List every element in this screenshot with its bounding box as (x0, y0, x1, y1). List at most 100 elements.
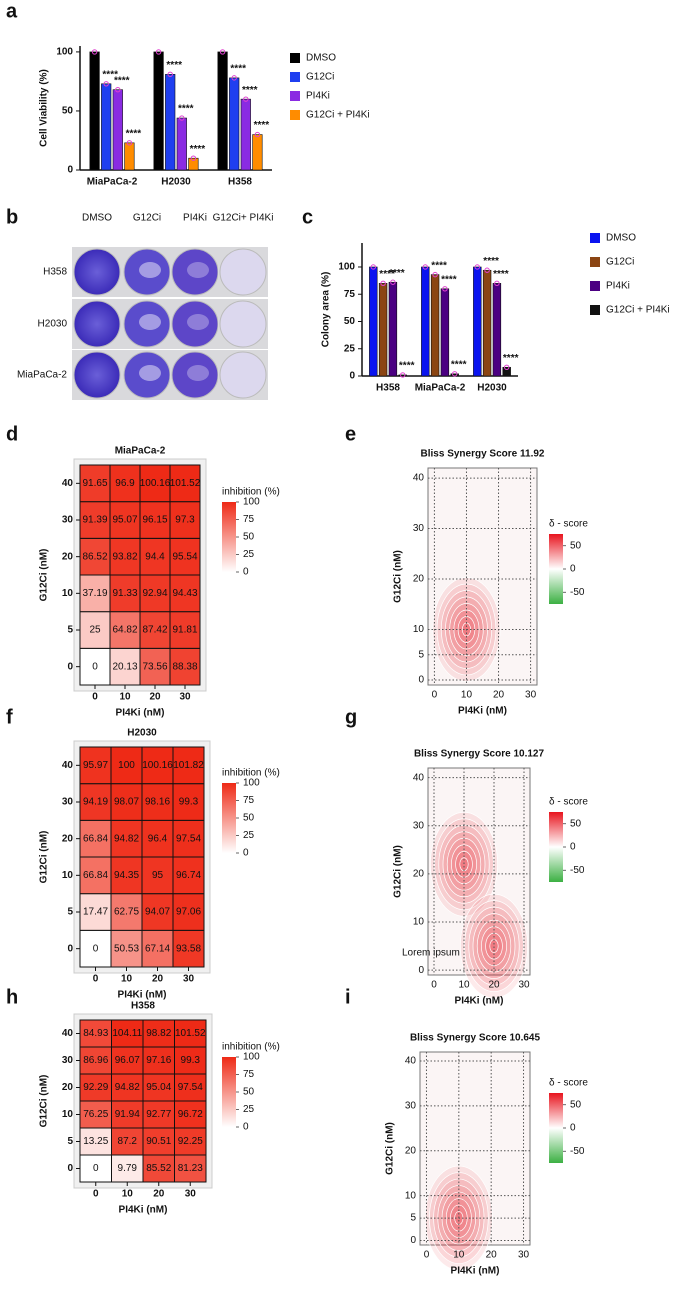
y-tick-label: 30 (413, 820, 425, 831)
x-axis-label: PI4Ki (nM) (451, 1266, 500, 1277)
cell-label: 66.84 (83, 870, 108, 881)
x-tick-label: 20 (486, 1250, 498, 1261)
legend-swatch (590, 281, 600, 291)
y-tick-label: 0 (410, 1235, 416, 1246)
colorbar-tick-label: 0 (570, 842, 576, 853)
heat-cell (109, 464, 141, 503)
heat-cell (174, 1073, 207, 1102)
y-tick-label: 50 (62, 106, 74, 117)
cell-label: 94.4 (145, 551, 165, 562)
legend-swatch (290, 53, 300, 63)
colorbar (222, 502, 236, 572)
well (219, 248, 267, 296)
data-point (91, 49, 98, 55)
y-axis-label: G12Ci (nM) (393, 550, 404, 603)
cell-label: 100.16 (140, 478, 171, 489)
heat-cell (79, 1073, 112, 1102)
y-tick-label: 30 (413, 523, 425, 534)
cell-label: 104.11 (112, 1028, 142, 1039)
heat-cell (79, 611, 111, 649)
cell-label: 96.15 (142, 515, 167, 526)
cell-label: 96.07 (115, 1055, 140, 1066)
x-tick-label: 20 (493, 690, 505, 701)
bar (388, 281, 398, 377)
heat-cell (169, 574, 201, 613)
cell-label: 96.74 (176, 870, 201, 881)
panel-letter: d (6, 423, 18, 445)
colorbar-tick-label: 50 (243, 532, 255, 543)
x-tick-label: H358 (376, 383, 400, 394)
cell-label: 94.82 (115, 1082, 140, 1093)
x-tick-label: 0 (93, 974, 99, 985)
bar (229, 77, 240, 171)
heat-cell (79, 1127, 112, 1156)
cell-label: 86.96 (83, 1055, 108, 1066)
cell-label: 94.07 (145, 907, 170, 918)
x-axis-label: PI4Ki (nM) (119, 1205, 168, 1216)
well-clearing (139, 314, 161, 330)
colorbar-tick-label: 100 (243, 1052, 260, 1063)
legend-swatch (590, 305, 600, 315)
cell-label: 73.56 (142, 661, 167, 672)
data-point (115, 86, 121, 93)
legend-title: δ - score (549, 519, 588, 530)
well-clearing (187, 262, 209, 278)
heat-cell (174, 1127, 207, 1156)
data-point (484, 267, 490, 273)
heat-cell (142, 1154, 175, 1183)
colorbar-tick-label: 75 (243, 795, 255, 806)
colorbar-tick-label: 100 (243, 497, 260, 508)
x-tick-label: 10 (122, 1189, 134, 1200)
cell-label: 97.54 (178, 1082, 203, 1093)
heat-cell (139, 574, 171, 613)
x-tick-label: 0 (93, 1189, 99, 1200)
colorbar-tick-label: 0 (243, 1122, 249, 1133)
significance-label: **** (102, 69, 118, 80)
panel-letter: g (345, 706, 357, 728)
heat-cell (142, 1019, 175, 1048)
cell-label: 99.3 (179, 797, 199, 808)
cell-label: 0 (92, 661, 98, 672)
cell-label: 92.29 (83, 1082, 108, 1093)
cell-label: 9.79 (118, 1163, 138, 1174)
y-tick-label: 10 (62, 1109, 74, 1120)
y-tick-label: 0 (67, 943, 73, 954)
x-tick-label: H2030 (477, 383, 507, 394)
colorbar-tick-label: 0 (570, 564, 576, 575)
heat-cell (79, 783, 112, 821)
heat-cell (111, 1154, 144, 1183)
x-tick-label: 20 (153, 1189, 165, 1200)
synergy-contour (468, 906, 520, 986)
bar (124, 142, 135, 171)
y-tick-label: 25 (344, 343, 356, 354)
colorbar-tick-label: 100 (243, 778, 260, 789)
bar (473, 266, 482, 377)
significance-label: **** (399, 361, 415, 372)
bar (240, 98, 251, 171)
x-tick-label: MiaPaCa-2 (415, 383, 466, 394)
colorbar-tick-label: 0 (243, 567, 249, 578)
colorbar-tick-label: 50 (243, 813, 255, 824)
bar (502, 366, 511, 377)
y-tick-label: 5 (67, 625, 73, 636)
data-point (442, 286, 448, 292)
bar (89, 51, 100, 171)
cell-label: 98.16 (145, 797, 170, 808)
heat-cell (111, 1046, 144, 1075)
heat-cell (169, 647, 201, 686)
plot-area (427, 467, 538, 686)
x-tick-label: 10 (119, 692, 131, 703)
x-tick-label: 30 (179, 692, 191, 703)
y-tick-label: 5 (410, 1213, 416, 1224)
heat-cell (110, 746, 143, 785)
data-point (231, 75, 237, 81)
colorbar-tick-label: -50 (570, 587, 585, 598)
heat-cell (110, 893, 143, 931)
column-label: DMSO (82, 213, 112, 224)
significance-label: **** (166, 60, 182, 71)
cell-label: 97.3 (175, 515, 195, 526)
cell-label: 84.93 (83, 1028, 108, 1039)
x-tick-label: 10 (461, 690, 473, 701)
colorbar (222, 1057, 236, 1127)
cell-label: 91.81 (172, 625, 197, 636)
